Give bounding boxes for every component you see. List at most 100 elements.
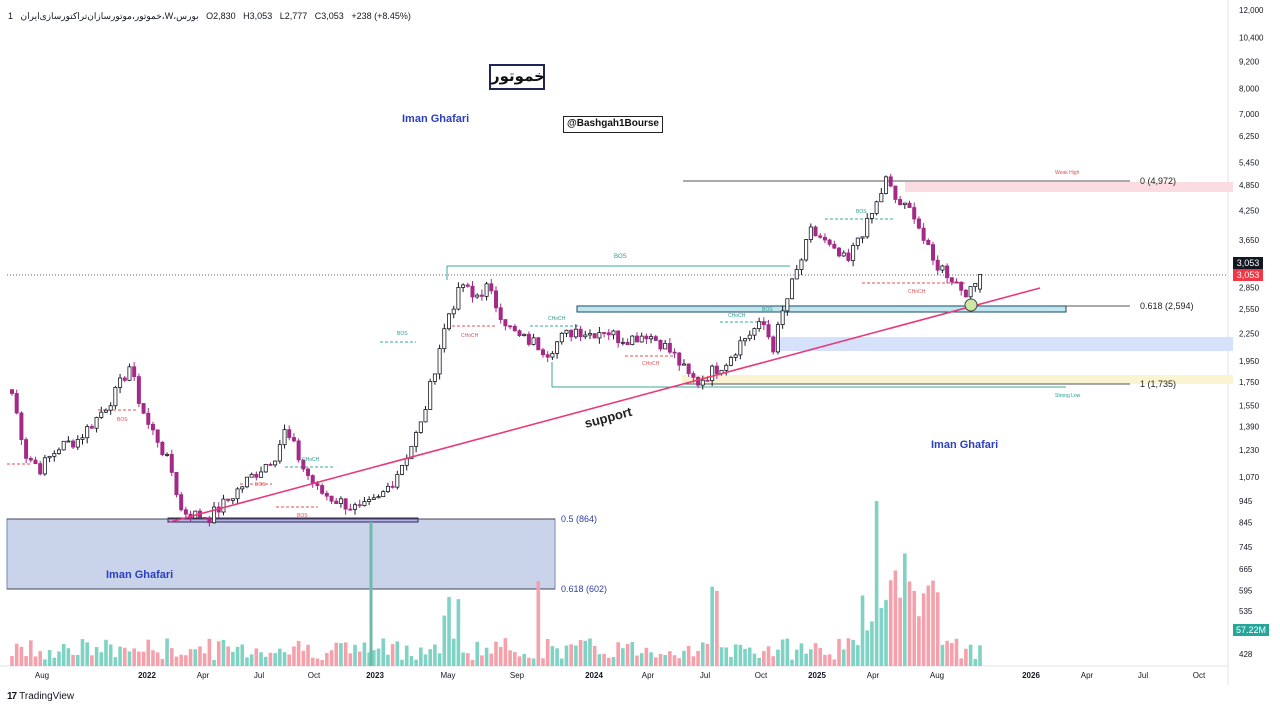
volume-bar (968, 644, 973, 666)
candle-body (808, 226, 813, 240)
volume-bar (738, 644, 743, 666)
candle-body (752, 328, 757, 336)
weak-high-zone (905, 182, 1233, 192)
candle-body (108, 405, 113, 411)
base-zone-purple[interactable] (167, 517, 419, 523)
candle-body (959, 281, 964, 291)
volume-bar (954, 638, 959, 666)
volume-bar (766, 646, 771, 666)
volume-bar (733, 644, 738, 666)
volume-bar (325, 652, 329, 666)
candle-body (940, 265, 945, 271)
candle-body (747, 334, 752, 340)
ohlc-high: H3,053 (243, 11, 273, 21)
candle-body (376, 496, 381, 499)
symbol-name[interactable]: خموتور،موتورسازان‌تراکتورسازی‌ایران،W،بو… (20, 11, 199, 21)
candle-body (437, 348, 442, 375)
volume-bar (926, 585, 931, 666)
price-axis[interactable]: 12,000 10,400 9,200 8,000 7,000 6,250 5,450 4,8… (1239, 6, 1264, 659)
candle-body (310, 475, 315, 484)
candle-body (315, 483, 320, 486)
candle-body (733, 354, 738, 358)
time-tick-3: Jul (254, 671, 264, 680)
price-tick-15: 1,550 (1239, 401, 1260, 410)
candle-body (150, 423, 155, 431)
volume-bar (137, 651, 141, 666)
candle-body (146, 412, 151, 425)
last-price-badge-black (1233, 257, 1263, 269)
price-tick-13: 1,950 (1239, 357, 1260, 366)
volume-bar (940, 644, 945, 666)
interval-label[interactable]: 1 (8, 11, 14, 21)
volume-bar (790, 659, 794, 666)
time-axis[interactable]: Aug 2022 Apr Jul Oct 2023 May Sep 2024 Apr Jul Oct 2… (35, 671, 1206, 680)
candle-body (85, 426, 90, 439)
demand-zone-cyan[interactable] (576, 305, 1067, 313)
candle-body (639, 335, 644, 343)
volume-bar (282, 652, 287, 666)
candle-body (672, 351, 677, 354)
price-tick-14: 1,750 (1239, 378, 1260, 387)
volume-bar (61, 643, 66, 666)
touch-point-marker[interactable] (964, 298, 978, 312)
volume-bar (945, 640, 949, 666)
tradingview-brand[interactable]: 17 TradingView (7, 691, 74, 702)
fib-label-05: 0.5 (864) (561, 514, 597, 524)
time-tick-18: Oct (1193, 671, 1206, 680)
candle-body (357, 504, 362, 507)
volume-bar (898, 597, 902, 666)
candle-body (343, 498, 348, 510)
volume-bar (306, 644, 310, 666)
fib-zone-lower (6, 518, 556, 590)
volume-bar (442, 615, 447, 666)
candle-body (230, 498, 235, 501)
volume-bar (625, 643, 630, 666)
volume-bar (24, 656, 28, 666)
candle-body (531, 337, 536, 345)
candle-body (362, 501, 367, 507)
price-tick-10: 2,850 (1239, 284, 1260, 293)
candle-body (353, 504, 358, 510)
time-tick-15: 2026 (1022, 671, 1040, 680)
time-tick-11: Oct (755, 671, 768, 680)
volume-bar (475, 641, 480, 666)
candle-body (587, 333, 592, 336)
support-trendline[interactable] (169, 287, 1041, 523)
candle-body (649, 336, 654, 340)
volume-bar (390, 644, 395, 666)
volume-bar (357, 651, 362, 666)
symbol-header[interactable]: 1 خموتور،موتورسازان‌تراکتورسازی‌ایران،W،… (8, 11, 416, 22)
volume-bar (470, 659, 475, 666)
volume-bar (99, 652, 104, 666)
candle-body (620, 341, 625, 344)
candle-body (456, 286, 461, 310)
volume-bar (545, 639, 550, 666)
candle-body (832, 243, 837, 249)
volume-bar (823, 654, 827, 666)
candle-body (728, 357, 733, 366)
candle-body (837, 247, 842, 257)
candle-body (973, 282, 978, 288)
candle-body (291, 437, 296, 442)
candle-body (259, 471, 264, 478)
candle-body (329, 495, 334, 502)
volume-bar (207, 638, 212, 666)
candle-body (183, 509, 188, 515)
candle-body (66, 440, 71, 443)
volume-bar (837, 638, 841, 666)
fib-label-1: 1 (1,735) (1140, 379, 1176, 389)
volume-bar (569, 644, 573, 666)
volume-bar (621, 648, 625, 666)
strong-low-label: Strong Low (1055, 393, 1081, 399)
volume-bar (395, 641, 400, 666)
choch-label-2022: CHoCH (302, 457, 320, 463)
fib-label-0618-low: 0.618 (602) (561, 584, 607, 594)
candle-body (235, 488, 240, 500)
volume-bar (606, 657, 611, 666)
candle-body (686, 363, 691, 374)
volume-bar (874, 501, 879, 666)
candle-body (385, 485, 390, 493)
candle-body (381, 491, 386, 498)
candle-body (963, 289, 968, 298)
